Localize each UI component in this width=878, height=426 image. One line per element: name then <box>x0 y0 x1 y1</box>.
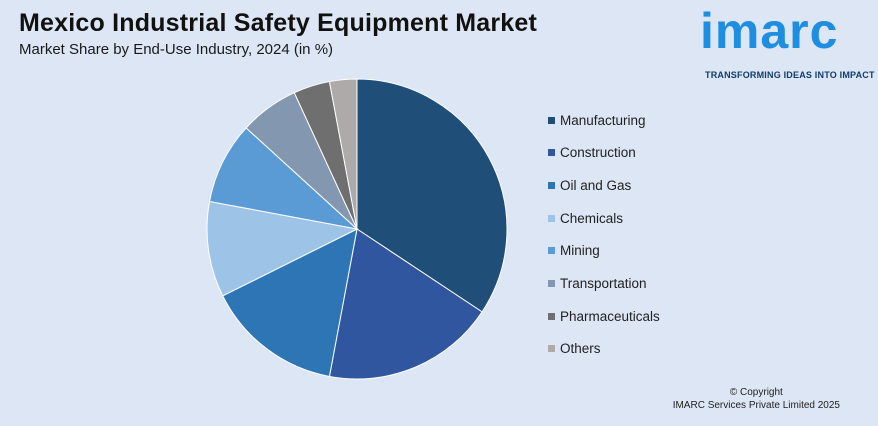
legend-swatch <box>548 181 555 189</box>
legend-label: Others <box>560 341 601 357</box>
legend-swatch <box>548 214 555 222</box>
copyright-line-1: © Copyright <box>729 387 783 398</box>
legend-item: Others <box>548 339 748 359</box>
legend-item: Manufacturing <box>548 110 748 130</box>
imarc-logo: imarc TRANSFORMING IDEAS INTO IMPACT <box>700 3 875 82</box>
chart-subtitle: Market Share by End-Use Industry, 2024 (… <box>19 41 334 58</box>
chart-legend: Manufacturing Construction Oil and Gas Chem… <box>548 110 748 372</box>
legend-label: Manufacturing <box>560 112 646 128</box>
copyright-notice: © Copyright IMARC Services Private Limit… <box>673 386 840 412</box>
copyright-line-2: IMARC Services Private Limited 2025 <box>672 400 840 411</box>
legend-label: Pharmaceuticals <box>560 308 660 324</box>
pie-slice-others <box>328 78 358 230</box>
legend-item: Chemicals <box>548 208 748 228</box>
legend-item: Transportation <box>548 273 748 293</box>
legend-label: Mining <box>560 243 600 259</box>
pie-slice-construction <box>328 228 483 380</box>
legend-swatch <box>548 116 555 124</box>
chart-title: Mexico Industrial Safety Equipment Marke… <box>19 9 538 37</box>
legend-label: Chemicals <box>560 210 624 226</box>
logo-wordmark: imarc <box>700 3 839 59</box>
legend-item: Pharmaceuticals <box>548 306 748 326</box>
legend-swatch <box>548 149 555 157</box>
legend-item: Construction <box>548 143 748 163</box>
legend-label: Construction <box>560 145 636 161</box>
legend-swatch <box>548 312 555 320</box>
legend-swatch <box>548 345 555 353</box>
legend-label: Oil and Gas <box>560 177 632 193</box>
pie-slice-chemicals <box>206 200 359 297</box>
legend-item: Mining <box>548 241 748 261</box>
legend-swatch <box>548 279 555 287</box>
legend-swatch <box>548 247 555 255</box>
legend-item: Oil and Gas <box>548 175 748 195</box>
pie-slice-oil-and-gas <box>222 228 358 378</box>
logo-tagline: TRANSFORMING IDEAS INTO IMPACT <box>705 70 875 80</box>
legend-label: Transportation <box>560 275 647 291</box>
pie-slice-mining <box>208 127 359 230</box>
